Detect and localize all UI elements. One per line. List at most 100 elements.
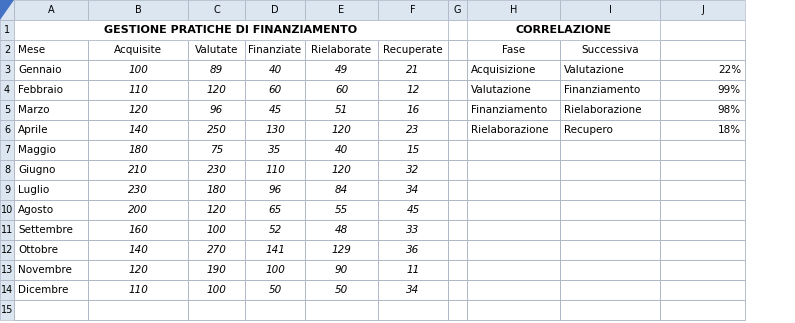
Bar [305, 240, 378, 260]
Bar [378, 100, 448, 120]
Bar [305, 260, 378, 280]
Bar [245, 280, 305, 300]
Bar [560, 260, 660, 280]
Bar [660, 180, 745, 200]
Bar [305, 160, 378, 180]
Bar [660, 100, 745, 120]
Bar [188, 120, 245, 140]
Text: Valutazione: Valutazione [471, 85, 532, 95]
Bar [560, 260, 660, 280]
Bar [448, 280, 467, 300]
Bar [188, 40, 245, 60]
Bar [660, 60, 745, 80]
Bar [448, 0, 467, 20]
Text: 90: 90 [335, 265, 348, 275]
Bar [660, 20, 745, 40]
Bar [660, 200, 745, 220]
Bar [14, 140, 88, 160]
Bar [448, 300, 467, 320]
Bar [88, 80, 188, 100]
Bar [660, 160, 745, 180]
Bar [305, 80, 378, 100]
Bar [88, 200, 188, 220]
Bar [188, 120, 245, 140]
Bar [378, 60, 448, 80]
Bar [448, 260, 467, 280]
Bar [0, 100, 14, 120]
Bar [378, 140, 448, 160]
Bar [660, 140, 745, 160]
Bar [467, 280, 560, 300]
Text: Dicembre: Dicembre [18, 285, 68, 295]
Bar [88, 140, 188, 160]
Bar [245, 120, 305, 140]
Text: Rielaborate: Rielaborate [312, 45, 371, 55]
Bar [0, 60, 14, 80]
Bar [188, 100, 245, 120]
Bar [378, 80, 448, 100]
Bar [660, 100, 745, 120]
Bar [245, 220, 305, 240]
Text: 120: 120 [128, 265, 148, 275]
Bar [660, 20, 745, 40]
Bar [448, 160, 467, 180]
Bar [188, 140, 245, 160]
Bar [660, 300, 745, 320]
Bar [305, 20, 378, 40]
Bar [0, 120, 14, 140]
Text: Finanziate: Finanziate [248, 45, 301, 55]
Bar [305, 120, 378, 140]
Bar [14, 40, 88, 60]
Bar [188, 300, 245, 320]
Bar [245, 120, 305, 140]
Bar [378, 120, 448, 140]
Bar [448, 0, 467, 20]
Text: 130: 130 [265, 125, 285, 135]
Bar [660, 120, 745, 140]
Bar [305, 40, 378, 60]
Bar [560, 20, 660, 40]
Bar [0, 200, 14, 220]
Bar [560, 40, 660, 60]
Bar [14, 220, 88, 240]
Text: 45: 45 [406, 205, 420, 215]
Text: H: H [510, 5, 518, 15]
Bar [467, 160, 560, 180]
Bar [660, 80, 745, 100]
Bar [188, 160, 245, 180]
Bar [378, 200, 448, 220]
Bar [188, 220, 245, 240]
Text: GESTIONE PRATICHE DI FINANZIAMENTO: GESTIONE PRATICHE DI FINANZIAMENTO [104, 25, 358, 35]
Bar [245, 20, 305, 40]
Bar [305, 220, 378, 240]
Bar [88, 180, 188, 200]
Bar [467, 120, 560, 140]
Bar [14, 160, 88, 180]
Bar [560, 120, 660, 140]
Bar [88, 80, 188, 100]
Bar [305, 80, 378, 100]
Bar [188, 280, 245, 300]
Bar [188, 240, 245, 260]
Bar [88, 100, 188, 120]
Text: 190: 190 [207, 265, 227, 275]
Text: 36: 36 [406, 245, 420, 255]
Bar [660, 100, 745, 120]
Bar [88, 200, 188, 220]
Bar [14, 160, 88, 180]
Bar [14, 260, 88, 280]
Bar [14, 240, 88, 260]
Bar [660, 60, 745, 80]
Text: Valutazione: Valutazione [564, 65, 625, 75]
Bar [305, 300, 378, 320]
Bar [188, 160, 245, 180]
Bar [14, 40, 88, 60]
Bar [467, 160, 560, 180]
Bar [467, 40, 560, 60]
Bar [88, 20, 188, 40]
Bar [88, 40, 188, 60]
Bar [378, 280, 448, 300]
Bar [188, 180, 245, 200]
Bar [448, 40, 467, 60]
Bar [188, 40, 245, 60]
